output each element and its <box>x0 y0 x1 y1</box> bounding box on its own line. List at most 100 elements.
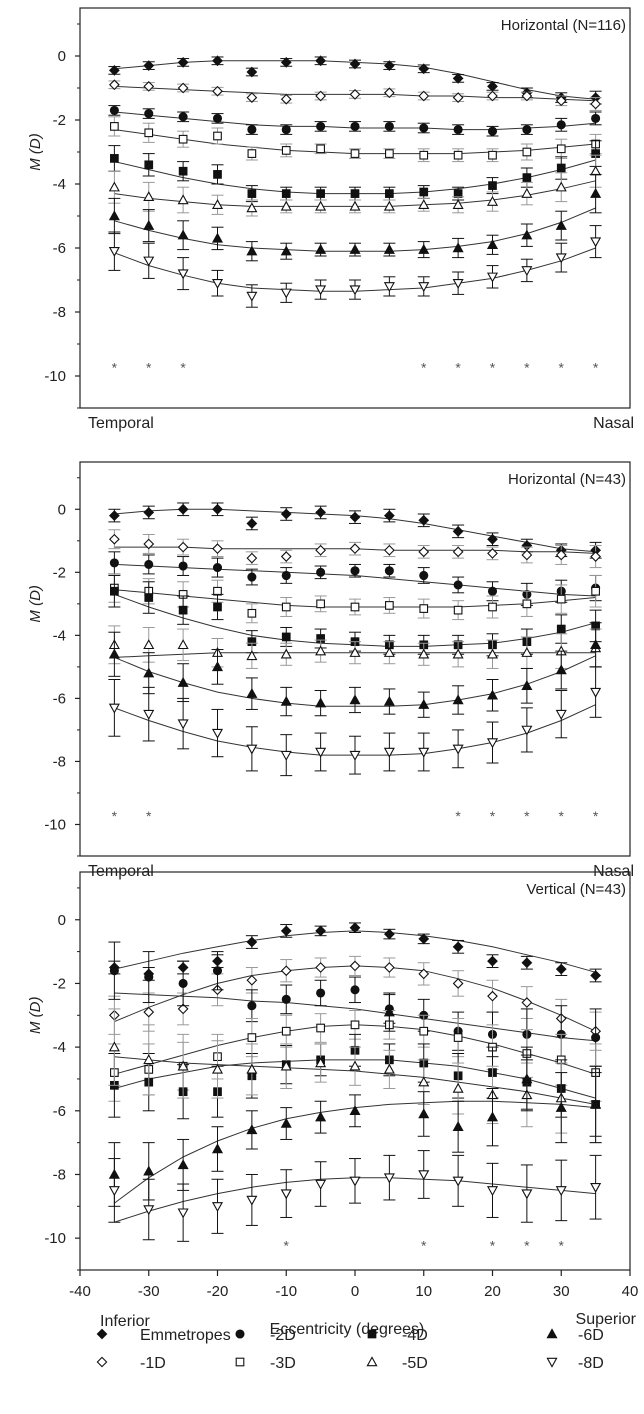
data-point <box>419 187 429 197</box>
legend-marker <box>235 1329 245 1339</box>
significance-star: * <box>112 359 118 375</box>
y-axis-label: M (D) <box>27 585 44 623</box>
data-point <box>280 551 292 562</box>
data-point <box>452 744 464 755</box>
y-axis-label: M (D) <box>27 997 44 1035</box>
data-point <box>555 1101 567 1112</box>
data-point <box>246 1195 258 1206</box>
data-point <box>315 243 327 254</box>
data-point <box>452 1176 464 1187</box>
data-point <box>452 978 464 989</box>
legend-entry-2d: -2D <box>235 1327 296 1344</box>
data-point <box>144 593 154 602</box>
data-point <box>143 538 155 550</box>
data-point <box>486 1186 499 1197</box>
data-point <box>452 1082 464 1093</box>
y-tick-label: 0 <box>58 48 66 65</box>
data-point <box>452 941 464 953</box>
data-point <box>521 90 533 102</box>
data-point <box>521 266 533 277</box>
data-point <box>453 150 463 160</box>
data-point <box>143 191 155 202</box>
data-point <box>108 533 120 545</box>
data-point <box>590 970 602 981</box>
legend-entry-5d: -5D <box>366 1355 428 1372</box>
data-point <box>384 121 394 131</box>
significance-star: * <box>180 359 186 375</box>
y-tick-label: -6 <box>53 690 66 707</box>
data-point <box>486 272 499 283</box>
series-8d <box>108 1150 602 1242</box>
legend-marker <box>546 1357 558 1368</box>
data-point <box>212 503 223 515</box>
data-point <box>143 1006 155 1018</box>
data-point <box>281 1026 291 1036</box>
y-tick-label: -2 <box>53 112 66 129</box>
data-point <box>555 709 567 720</box>
data-point <box>280 965 292 977</box>
data-point <box>246 552 258 564</box>
data-point <box>315 925 327 937</box>
data-point <box>418 968 430 980</box>
data-point <box>247 1001 257 1011</box>
data-point <box>213 170 222 179</box>
y-tick-label: -6 <box>53 1103 66 1120</box>
series-6d <box>108 173 602 262</box>
data-point <box>246 1124 258 1135</box>
data-point <box>521 957 533 969</box>
data-point <box>522 173 532 182</box>
y-axis-label: M (D) <box>27 133 44 171</box>
side-label-right: Nasal <box>593 415 634 432</box>
data-point <box>590 98 602 110</box>
y-tick-label: 0 <box>58 912 66 929</box>
data-point <box>110 586 119 596</box>
data-point <box>211 278 224 289</box>
y-tick-label: -2 <box>53 975 66 992</box>
data-point <box>453 580 463 590</box>
data-point <box>452 1120 464 1131</box>
data-point <box>177 719 189 730</box>
data-point <box>211 1202 224 1213</box>
series-8d <box>108 666 602 777</box>
data-point <box>247 189 257 198</box>
data-point <box>349 200 361 211</box>
significance-star: * <box>524 808 530 824</box>
series-8d <box>108 225 602 308</box>
data-point <box>143 1165 155 1176</box>
data-point <box>143 60 155 71</box>
data-point <box>281 602 291 612</box>
legend-marker <box>96 1356 108 1368</box>
data-point <box>246 1063 258 1074</box>
data-point <box>143 1205 155 1216</box>
data-point <box>418 199 430 210</box>
data-point <box>349 89 361 100</box>
data-point <box>590 165 602 176</box>
data-point <box>212 563 223 573</box>
data-point <box>349 1060 361 1071</box>
data-point <box>143 219 155 230</box>
significance-star: * <box>559 359 565 375</box>
data-point <box>246 936 258 948</box>
data-point <box>350 149 360 158</box>
data-point <box>349 922 361 934</box>
data-point <box>486 1111 499 1122</box>
data-point <box>212 966 223 976</box>
data-point <box>281 994 291 1004</box>
data-point <box>522 125 532 135</box>
panel-title: Horizontal (N=116) <box>501 17 626 34</box>
y-tick-label: -10 <box>44 816 66 833</box>
series-2d <box>108 105 602 137</box>
data-point <box>315 285 327 296</box>
data-point <box>316 1023 325 1033</box>
data-point <box>486 648 499 659</box>
data-point <box>316 189 325 198</box>
data-point <box>246 202 258 213</box>
significance-star: * <box>112 808 118 824</box>
data-point <box>521 229 533 240</box>
data-point <box>419 123 429 133</box>
series-1d <box>108 529 602 569</box>
series-6d <box>108 622 602 718</box>
data-point <box>178 134 188 144</box>
data-point <box>487 548 498 559</box>
data-point <box>590 237 602 248</box>
